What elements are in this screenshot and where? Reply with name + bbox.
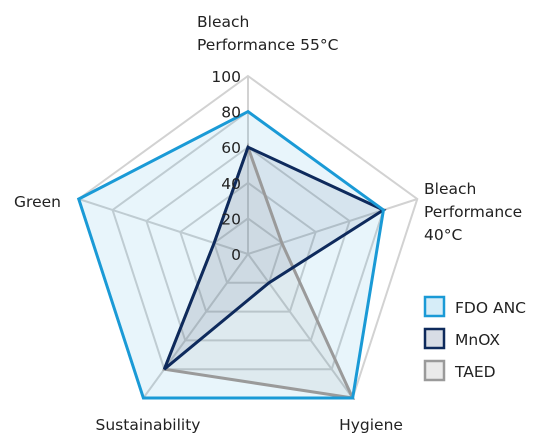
radar-series bbox=[76, 109, 387, 400]
grid-spoke-1 bbox=[247, 198, 418, 255]
series-line-0 bbox=[76, 109, 386, 400]
grid-ring-1 bbox=[212, 217, 284, 284]
tick-label-40: 40 bbox=[221, 175, 241, 193]
axis-label-4: Green bbox=[14, 193, 61, 211]
legend-swatch-bg bbox=[425, 329, 444, 348]
legend-label: TAED bbox=[454, 363, 496, 381]
legend: FDO ANC MnOX TAED bbox=[423, 295, 526, 382]
tick-label-100: 100 bbox=[211, 68, 241, 86]
axis-label-0: Bleach Performance 55°C bbox=[197, 13, 338, 54]
tick-label-80: 80 bbox=[221, 104, 241, 122]
legend-swatch bbox=[423, 295, 446, 318]
axis-label-line: Green bbox=[14, 193, 61, 211]
tick-label-20: 20 bbox=[221, 210, 241, 228]
legend-swatch-bg bbox=[425, 361, 444, 380]
legend-item-1: MnOX bbox=[423, 327, 500, 350]
grid-spoke-2 bbox=[247, 253, 354, 399]
axis-label-line: Hygiene bbox=[339, 416, 403, 434]
series-area-1 bbox=[164, 147, 384, 370]
axis-label-1: Bleach Performance 40°C bbox=[424, 180, 522, 244]
tick-label-0: 0 bbox=[231, 246, 241, 264]
legend-item-0: FDO ANC bbox=[423, 295, 526, 318]
grid-ring-3 bbox=[145, 145, 351, 342]
legend-swatch-bg bbox=[425, 297, 444, 316]
axis-label-line: Bleach bbox=[424, 180, 476, 198]
axis-label-2: Hygiene bbox=[339, 416, 403, 434]
series-area-2 bbox=[164, 147, 353, 399]
axis-label-line: Performance bbox=[424, 203, 522, 221]
axis-labels: Bleach Performance 55°C Bleach Performance 4… bbox=[14, 13, 522, 434]
legend-swatch bbox=[423, 359, 446, 382]
grid-ring-2 bbox=[179, 181, 317, 313]
grid-spoke-3 bbox=[142, 253, 249, 399]
tick-label-60: 60 bbox=[221, 139, 241, 157]
series-line-1 bbox=[162, 145, 387, 371]
legend-label: MnOX bbox=[455, 331, 500, 349]
axis-label-line: Sustainability bbox=[96, 416, 201, 434]
axis-label-line: Performance 55°C bbox=[197, 36, 338, 54]
grid-spoke-4 bbox=[78, 198, 249, 255]
axis-label-line: Bleach bbox=[197, 13, 249, 31]
radial-tick-labels: 0 20 40 60 80 100 bbox=[211, 68, 241, 264]
axis-label-line: 40°C bbox=[424, 226, 462, 244]
legend-item-2: TAED bbox=[423, 359, 496, 382]
legend-swatch bbox=[423, 327, 446, 350]
series-area-0 bbox=[78, 111, 384, 399]
axis-label-3: Sustainability bbox=[96, 416, 201, 434]
legend-label: FDO ANC bbox=[455, 299, 526, 317]
